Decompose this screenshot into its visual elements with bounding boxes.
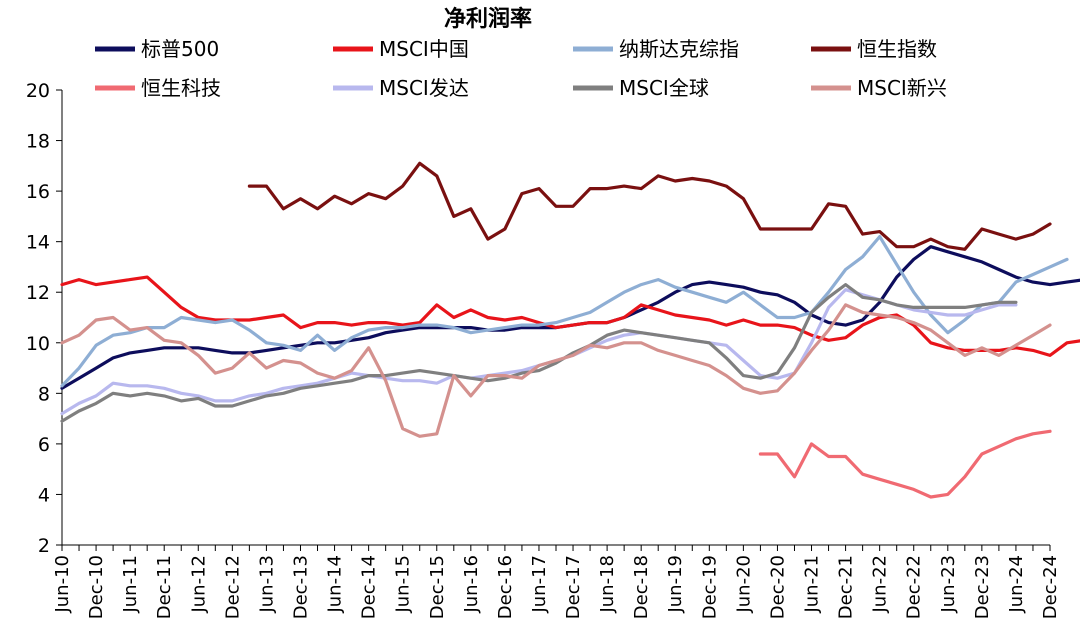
y-tick-label: 12 — [26, 282, 50, 304]
series-line-6 — [60, 283, 1018, 423]
x-tick-label: Jun-22 — [870, 555, 891, 614]
x-tick-label: Dec-24 — [1040, 555, 1061, 619]
x-tick-label: Jun-15 — [393, 555, 414, 614]
legend-label-7: MSCI新兴 — [857, 76, 947, 100]
legend-label-4: 恒生科技 — [141, 76, 221, 100]
x-tick-label: Jun-17 — [529, 555, 550, 614]
legend-label-0: 标普500 — [141, 37, 219, 61]
legend-label-2: 纳斯达克综指 — [619, 37, 739, 61]
x-tick-label: Dec-16 — [495, 555, 516, 619]
x-tick-label: Dec-18 — [631, 555, 652, 619]
x-tick-label: Jun-23 — [938, 555, 959, 614]
y-tick-label: 4 — [38, 484, 50, 506]
legend-label-1: MSCI中国 — [379, 37, 469, 61]
y-tick-label: 8 — [38, 383, 50, 405]
x-tick-label: Dec-12 — [222, 555, 243, 619]
series-line-3 — [247, 161, 1052, 251]
y-tick-label: 6 — [38, 434, 50, 456]
x-tick-label: Dec-13 — [290, 555, 311, 619]
x-tick-label: Jun-16 — [461, 555, 482, 614]
x-tick-label: Dec-22 — [904, 555, 925, 619]
x-tick-label: Jun-14 — [325, 555, 346, 614]
x-tick-label: Dec-19 — [699, 555, 720, 619]
axes: 2 4 6 8 10 12 14 16 18 20 Jun-10 Dec-10 Jun-11 Dec-11… — [26, 80, 1061, 619]
y-tick-label: 14 — [26, 232, 50, 254]
x-tick-label: Dec-15 — [427, 555, 448, 619]
series-lines — [60, 161, 1080, 499]
series-line-7 — [60, 303, 1052, 438]
chart-title: 净利润率 — [444, 6, 532, 32]
x-tick-label: Jun-13 — [256, 555, 277, 614]
x-tick-label: Jun-21 — [802, 555, 823, 614]
legend-label-6: MSCI全球 — [619, 76, 709, 100]
x-tick-label: Dec-14 — [359, 555, 380, 619]
x-tick-label: Dec-10 — [86, 555, 107, 619]
x-tick-label: Jun-19 — [665, 555, 686, 614]
y-tick-label: 20 — [26, 80, 50, 102]
x-tick-label: Dec-21 — [836, 555, 857, 619]
x-tick-label: Dec-11 — [154, 555, 175, 619]
legend-label-3: 恒生指数 — [857, 37, 937, 61]
series-line-4 — [758, 429, 1052, 499]
x-tick-label: Jun-24 — [1006, 555, 1027, 614]
series-line-1 — [60, 275, 1080, 357]
y-tick-label: 16 — [26, 181, 50, 203]
x-tick-label: Dec-17 — [563, 555, 584, 619]
x-tick-label: Dec-20 — [767, 555, 788, 619]
x-tick-label: Jun-20 — [733, 555, 754, 614]
x-tick-label: Jun-11 — [120, 555, 141, 614]
legend-label-5: MSCI发达 — [379, 76, 469, 100]
x-tick-label: Jun-12 — [188, 555, 209, 614]
y-tick-label: 10 — [26, 333, 50, 355]
series-line-2 — [60, 235, 1069, 388]
y-tick-label: 2 — [38, 535, 50, 557]
x-tick-label: Jun-10 — [52, 555, 73, 614]
x-tick-label: Jun-18 — [597, 555, 618, 614]
x-tick-label: Dec-23 — [972, 555, 993, 619]
y-tick-label: 18 — [26, 131, 50, 153]
